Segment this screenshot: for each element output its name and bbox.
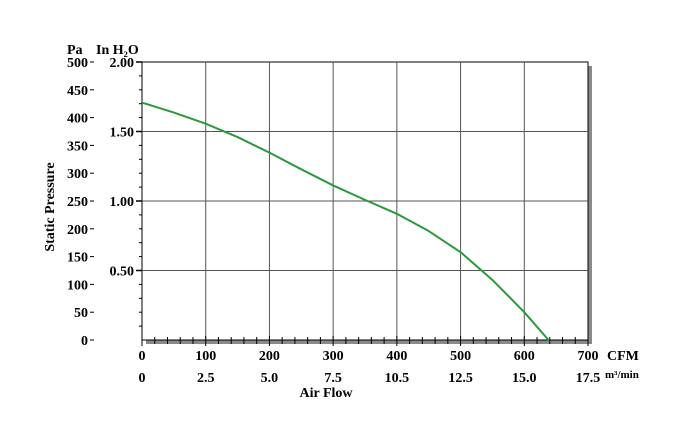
y-axis-title: Static Pressure xyxy=(43,162,58,251)
m3min-tick-label: 10.5 xyxy=(385,371,410,386)
cfm-tick-label: 400 xyxy=(386,349,407,364)
m3min-tick-label: 0 xyxy=(139,371,146,386)
pa-tick-label: 200 xyxy=(67,223,88,238)
y-unit-pa: Pa xyxy=(67,43,83,58)
cfm-tick-label: 100 xyxy=(195,349,216,364)
inh2o-tick-label: 0.50 xyxy=(110,265,135,280)
pa-tick-label: 0 xyxy=(81,334,88,349)
m3min-tick-label: 7.5 xyxy=(324,371,342,386)
inh2o-tick-label: 2.00 xyxy=(110,56,135,71)
m3min-tick-label: 15.0 xyxy=(512,371,537,386)
m3min-tick-label: 17.5 xyxy=(576,371,601,386)
pa-tick-label: 150 xyxy=(67,251,88,266)
cfm-tick-label: 0 xyxy=(139,349,146,364)
x-unit-m3min: m³/min xyxy=(605,369,639,381)
cfm-tick-label: 700 xyxy=(578,349,599,364)
cfm-tick-label: 500 xyxy=(450,349,471,364)
pa-tick-label: 350 xyxy=(67,139,88,154)
performance-curve-line xyxy=(141,101,550,341)
y-unit-inh2o: In H₂O xyxy=(96,43,139,58)
pa-tick-label: 300 xyxy=(67,167,88,182)
cfm-tick-label: 600 xyxy=(514,349,535,364)
inh2o-tick-label: 1.50 xyxy=(110,126,135,141)
m3min-tick-label: 12.5 xyxy=(448,371,473,386)
x-unit-cfm: CFM xyxy=(607,349,639,364)
pa-tick-label: 250 xyxy=(67,195,88,210)
cfm-tick-label: 200 xyxy=(259,349,280,364)
pa-tick-label: 400 xyxy=(67,112,88,127)
pa-tick-label: 450 xyxy=(67,84,88,99)
m3min-tick-label: 2.5 xyxy=(197,371,215,386)
x-axis-title: Air Flow xyxy=(299,386,353,401)
pa-tick-label: 500 xyxy=(67,56,88,71)
inh2o-tick-label: 1.00 xyxy=(110,195,135,210)
pa-tick-label: 50 xyxy=(74,306,88,321)
m3min-tick-label: 5.0 xyxy=(261,371,279,386)
pa-tick-label: 100 xyxy=(67,278,88,293)
cfm-tick-label: 300 xyxy=(323,349,344,364)
